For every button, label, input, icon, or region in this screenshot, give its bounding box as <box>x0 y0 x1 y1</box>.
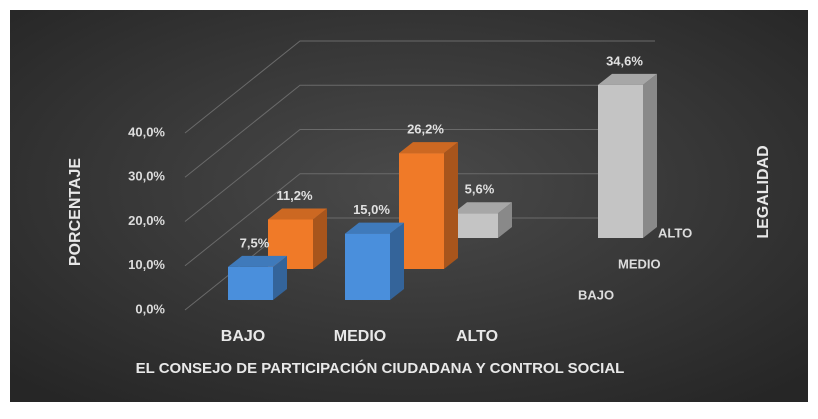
bar-top <box>453 202 512 214</box>
grid-line <box>184 129 655 222</box>
bar-side <box>313 208 327 269</box>
bar-top <box>268 208 327 220</box>
y-tick-label: 40,0% <box>128 124 165 139</box>
bar-side <box>444 142 458 269</box>
data-label: 11,2% <box>276 188 313 203</box>
data-label: 15,0% <box>353 202 390 217</box>
y-tick-label: 20,0% <box>128 213 165 228</box>
bar <box>228 255 287 300</box>
bar <box>345 222 404 300</box>
bar <box>453 202 512 238</box>
y-tick-label: 10,0% <box>128 257 165 272</box>
depth-label: MEDIO <box>618 256 661 271</box>
x-tick-label: ALTO <box>456 328 498 345</box>
bar-front <box>228 266 273 300</box>
depth-axis-title: LEGALIDAD <box>755 145 772 238</box>
bar <box>399 142 458 269</box>
x-axis-title: EL CONSEJO DE PARTICIPACIÓN CIUDADANA Y … <box>136 359 625 377</box>
bar-top <box>345 222 404 234</box>
data-label: 7,5% <box>240 235 270 250</box>
data-label: 26,2% <box>407 122 444 137</box>
bar-front <box>453 213 498 238</box>
bar-front <box>345 233 390 300</box>
grid-line <box>184 40 655 134</box>
y-axis-title: PORCENTAJE <box>67 158 84 266</box>
bar-front <box>598 84 643 239</box>
depth-label: ALTO <box>658 225 692 240</box>
bar-top <box>399 142 458 154</box>
bar-front <box>399 153 444 269</box>
bar-side <box>643 73 657 239</box>
bar-side <box>273 255 287 300</box>
grid-line <box>184 84 655 178</box>
bar <box>598 73 657 239</box>
x-tick-label: MEDIO <box>334 328 386 345</box>
bar-side <box>498 202 512 238</box>
grid-line <box>184 173 655 267</box>
depth-label: BAJO <box>578 287 614 302</box>
bar-top <box>598 73 657 85</box>
data-label: 5,6% <box>465 182 495 197</box>
bar-side <box>390 222 404 300</box>
data-label: 34,6% <box>606 53 643 68</box>
y-tick-label: 30,0% <box>128 169 165 184</box>
bar-top <box>228 255 287 267</box>
x-tick-label: BAJO <box>221 328 265 345</box>
y-tick-label: 0,0% <box>135 301 165 316</box>
